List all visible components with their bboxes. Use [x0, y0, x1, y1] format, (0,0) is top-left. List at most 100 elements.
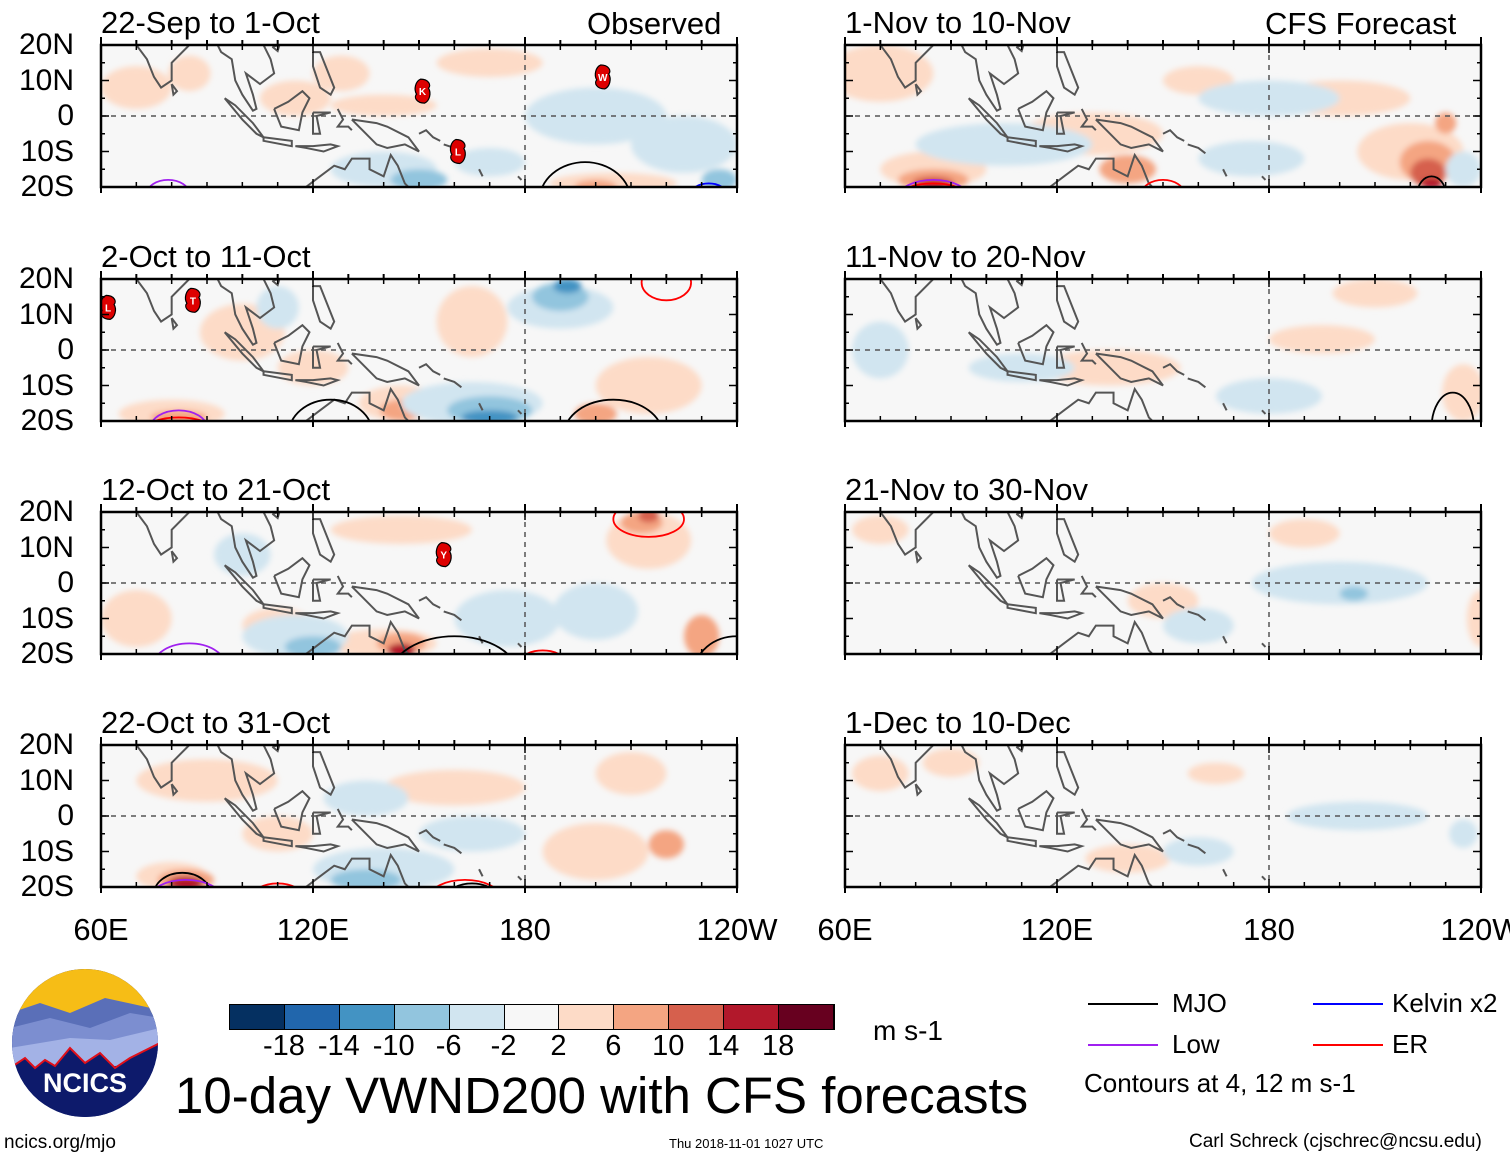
colorbar-swatch — [724, 1005, 780, 1029]
wave-contour — [640, 279, 692, 302]
coastline — [478, 868, 484, 877]
coastline — [170, 83, 179, 97]
coastline — [303, 152, 410, 187]
wave-contour — [399, 635, 509, 654]
coastline — [262, 370, 293, 382]
lat-label: 0 — [57, 799, 74, 832]
wave-contour — [566, 398, 660, 421]
coastline — [1056, 285, 1080, 331]
anomaly-region — [436, 48, 543, 77]
coastline — [1261, 175, 1267, 181]
credit: Carl Schreck (cjschrec@ncsu.edu) — [1189, 1131, 1482, 1152]
colorbar-tick-label: 18 — [761, 1030, 795, 1062]
coastline — [1047, 152, 1154, 187]
lon-label: 180 — [1243, 912, 1295, 947]
coastline — [1162, 828, 1185, 842]
coastline — [216, 279, 276, 346]
panel-title: 1-Dec to 10-Dec — [845, 705, 1071, 740]
map-panel-5 — [843, 37, 1483, 193]
coastline — [170, 550, 179, 564]
coastline — [914, 783, 923, 797]
anomaly-region — [383, 769, 525, 806]
panel-title: 22-Oct to 31-Oct — [101, 705, 331, 740]
anomaly-region — [1163, 607, 1234, 644]
coastline — [478, 402, 484, 411]
coastline — [273, 556, 311, 599]
coastline — [351, 585, 420, 620]
coastline — [312, 345, 331, 369]
legend-label-mjo: MJO — [1172, 988, 1227, 1018]
coastline — [216, 45, 276, 112]
anomaly-region — [454, 590, 561, 647]
wave-contour — [154, 871, 210, 887]
coastline — [223, 797, 265, 839]
map-panel-4 — [99, 737, 739, 893]
anomaly-region — [330, 94, 437, 116]
coastline — [878, 745, 936, 789]
coastline — [1006, 370, 1037, 382]
anomaly-region — [595, 357, 702, 414]
map-panel-1: K W L — [99, 37, 739, 193]
lat-label: 0 — [57, 99, 74, 132]
anomaly-region — [553, 279, 582, 294]
colorbar-tick-label: -18 — [262, 1030, 305, 1062]
source-url: ncics.org/mjo — [4, 1132, 116, 1153]
lon-label: 60E — [817, 912, 873, 947]
coastline — [1047, 852, 1154, 887]
coastline — [1216, 891, 1223, 895]
coastline — [967, 564, 1009, 606]
coastline — [351, 118, 420, 153]
anomaly-region — [1187, 762, 1245, 785]
coastline — [312, 51, 336, 97]
logo-text: NCICS — [43, 1068, 127, 1098]
coastline — [472, 658, 479, 662]
storm-letter: Y — [440, 551, 447, 562]
panel-title: 21-Nov to 30-Nov — [845, 472, 1088, 507]
ncics-logo: NCICS — [12, 969, 158, 1117]
lat-label: 10N — [18, 530, 74, 564]
anomaly-region — [574, 403, 617, 421]
anomaly-region — [631, 116, 737, 173]
coastline — [1039, 843, 1086, 853]
colorbar-swatch — [504, 1005, 560, 1029]
coastline — [1056, 518, 1080, 564]
coastline — [878, 45, 936, 89]
anomaly-region — [436, 286, 508, 358]
tropical-cyclone-icon: K — [414, 78, 431, 104]
coastline — [134, 45, 192, 89]
anomaly-region — [1269, 325, 1375, 354]
coastline — [472, 891, 479, 895]
anomaly-region — [1216, 378, 1322, 414]
coastline — [1056, 111, 1075, 135]
lat-label: 10N — [18, 763, 74, 797]
wave-contour — [151, 409, 206, 421]
coastline — [1039, 610, 1086, 620]
wave-contour — [157, 642, 222, 654]
coastline — [1017, 789, 1055, 832]
lat-label: 10S — [20, 368, 74, 402]
wave-contour — [903, 179, 964, 187]
wave-contour — [148, 179, 188, 187]
legend-label-low: Low — [1172, 1029, 1220, 1059]
anomaly-region — [1127, 583, 1199, 619]
coastline — [1216, 191, 1223, 195]
wave-contour — [290, 398, 371, 421]
legend-line-mjo — [1088, 1003, 1158, 1005]
wave-contour — [152, 416, 205, 421]
panel-title: 22-Sep to 1-Oct — [101, 5, 320, 40]
coastline — [418, 128, 441, 142]
wave-contour — [453, 882, 491, 887]
coastline — [1222, 868, 1228, 877]
anomaly-region — [1198, 140, 1305, 177]
lat-label: 20N — [18, 28, 74, 61]
coastline — [472, 425, 479, 429]
colorbar-swatch — [559, 1005, 615, 1029]
anomaly-region — [1085, 844, 1171, 873]
anomaly-region — [1442, 364, 1481, 421]
coastline — [313, 261, 318, 272]
lon-label: 120W — [696, 912, 778, 947]
coastline — [1162, 128, 1185, 142]
coastline — [967, 797, 1009, 839]
coastline — [1047, 619, 1154, 654]
legend-label-er: ER — [1392, 1029, 1429, 1059]
